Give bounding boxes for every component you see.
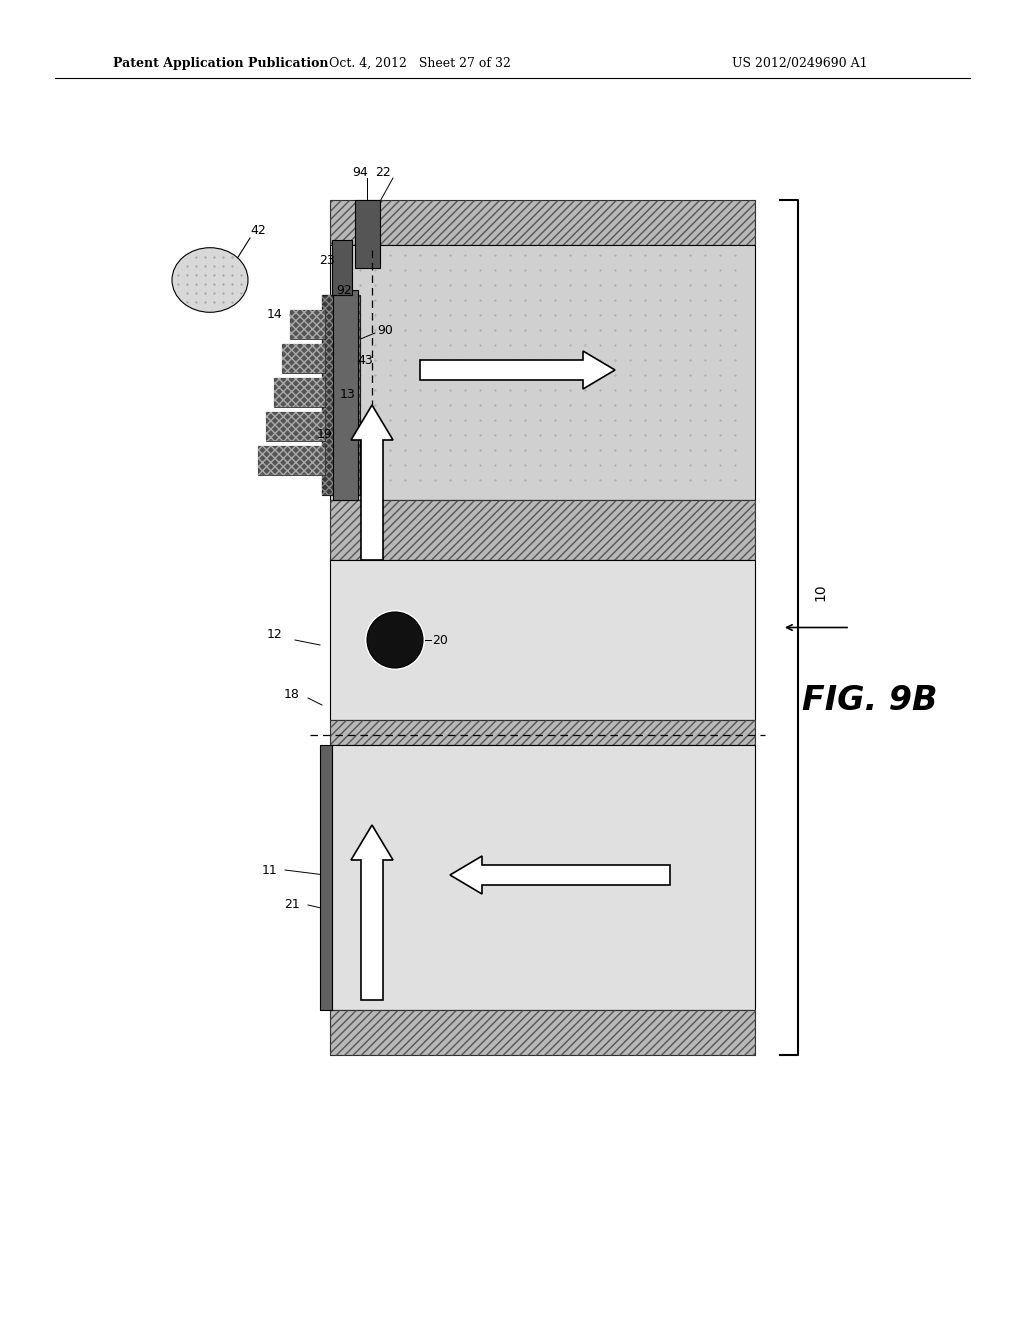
Bar [330, 719, 755, 744]
Bar [330, 744, 755, 1010]
Bar [330, 246, 755, 500]
Polygon shape [351, 405, 393, 560]
Text: FIG. 9B: FIG. 9B [802, 684, 938, 717]
Text: 92: 92 [336, 284, 352, 297]
Text: 21: 21 [284, 899, 300, 912]
Text: 20: 20 [432, 634, 447, 647]
Bar [330, 1010, 755, 1055]
Bar [330, 201, 755, 246]
Text: 11: 11 [262, 863, 278, 876]
Bar [322, 294, 360, 495]
Text: 13: 13 [340, 388, 356, 401]
Bar [258, 446, 325, 475]
Text: Patent Application Publication: Patent Application Publication [113, 57, 329, 70]
Bar [333, 290, 358, 500]
Text: US 2012/0249690 A1: US 2012/0249690 A1 [732, 57, 867, 70]
Text: 23: 23 [319, 253, 335, 267]
Text: 22: 22 [375, 165, 391, 178]
Bar [330, 500, 755, 560]
Text: 43: 43 [357, 354, 373, 367]
Circle shape [367, 612, 423, 668]
Bar [282, 345, 325, 372]
Ellipse shape [172, 248, 248, 313]
Text: 90: 90 [377, 323, 393, 337]
Polygon shape [450, 855, 670, 894]
Bar [322, 294, 360, 495]
Bar [274, 378, 325, 407]
Bar [266, 412, 325, 441]
Bar [319, 744, 332, 1010]
Polygon shape [100, 836, 332, 884]
Text: 19: 19 [317, 429, 333, 441]
Bar [330, 201, 755, 246]
Bar [330, 719, 755, 744]
Bar [274, 378, 325, 407]
Bar [290, 310, 325, 339]
Bar [330, 500, 755, 560]
Bar [330, 560, 755, 719]
Bar [290, 310, 325, 339]
Polygon shape [351, 825, 393, 1001]
Text: 94: 94 [352, 165, 368, 178]
Bar [282, 345, 325, 372]
Text: 42: 42 [250, 223, 266, 236]
Circle shape [365, 610, 425, 671]
Bar [266, 412, 325, 441]
Text: 10: 10 [813, 583, 827, 602]
Text: 18: 18 [284, 689, 300, 701]
Bar [258, 446, 325, 475]
Bar [330, 1010, 755, 1055]
Bar [332, 240, 352, 294]
Polygon shape [420, 351, 615, 389]
Text: Oct. 4, 2012   Sheet 27 of 32: Oct. 4, 2012 Sheet 27 of 32 [329, 57, 511, 70]
Text: 14: 14 [267, 309, 283, 322]
Bar [355, 201, 380, 268]
Polygon shape [100, 381, 332, 438]
Text: 12: 12 [267, 628, 283, 642]
